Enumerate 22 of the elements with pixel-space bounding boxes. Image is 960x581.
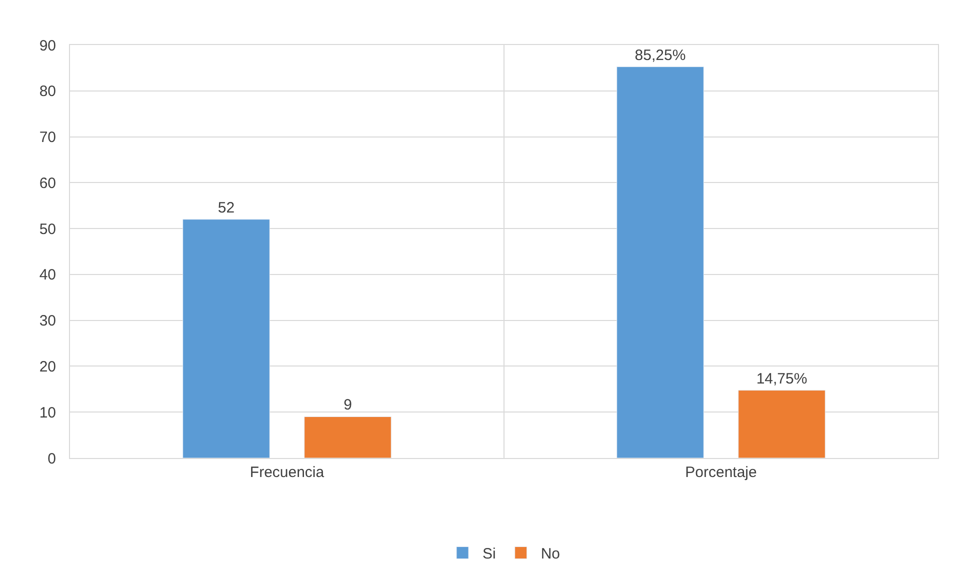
y-tick-label: 10 [39,404,56,422]
y-tick-label: 30 [39,312,56,330]
bar [738,390,826,458]
bar [182,219,270,458]
bar [304,416,392,458]
x-tick-label: Frecuencia [250,464,325,481]
y-tick-label: 70 [39,129,56,146]
x-tick-label: Porcentaje [685,464,757,481]
y-tick-label: 40 [39,266,56,284]
y-tick-label: 50 [39,220,56,238]
data-label: 52 [218,199,235,216]
legend-label: Si [482,546,496,563]
legend-label: No [540,546,560,563]
y-tick-label: 80 [39,83,56,100]
bar [616,66,704,458]
y-tick-label: 0 [48,450,56,468]
data-label: 85,25% [634,46,686,64]
y-tick-label: 90 [39,37,56,54]
data-label: 14,75% [756,370,808,388]
y-tick-label: 60 [39,174,56,192]
y-tick-label: 20 [39,358,56,376]
data-label: 9 [344,396,352,414]
